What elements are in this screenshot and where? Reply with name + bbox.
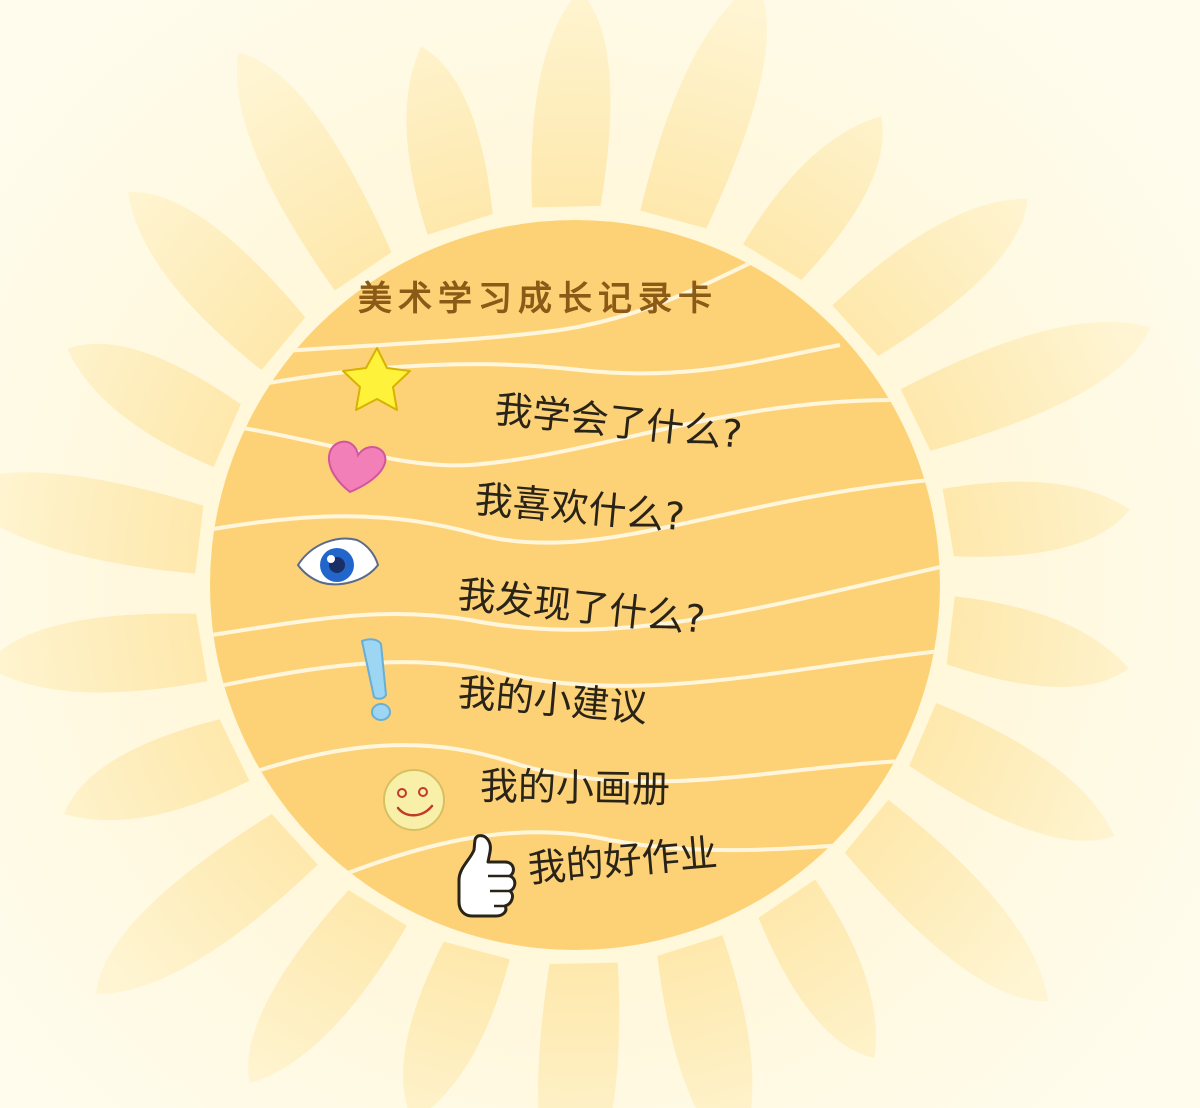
heart-icon — [327, 440, 387, 494]
wave-line — [329, 830, 921, 882]
exclamation-icon — [360, 638, 391, 721]
sun-ray — [640, 0, 767, 229]
sun-ray — [946, 596, 1129, 688]
sun-ray — [832, 198, 1028, 356]
sun-ray — [67, 343, 241, 468]
wave-line — [210, 648, 940, 692]
sun-ray — [95, 814, 318, 995]
wave-lines — [210, 238, 940, 882]
thumbs-up-icon — [457, 834, 517, 918]
sun-ray — [909, 702, 1115, 841]
sun-ray — [942, 481, 1130, 557]
wave-line — [210, 563, 940, 642]
sun-ray — [657, 935, 753, 1108]
sun-ray — [538, 962, 620, 1108]
sun-ray — [531, 0, 611, 208]
sun-ray — [900, 321, 1150, 451]
wave-line — [229, 743, 940, 784]
sun-ray — [403, 941, 510, 1108]
sun-ray — [128, 192, 306, 371]
sun-ray — [0, 613, 208, 693]
sun-ray — [758, 879, 876, 1059]
card-title: 美术学习成长记录卡 — [358, 279, 718, 319]
wave-line — [210, 343, 841, 402]
star-icon — [342, 347, 411, 411]
wave-line — [210, 398, 896, 468]
sun-rays — [0, 0, 1150, 1108]
wave-line — [210, 238, 801, 362]
sun-ray — [743, 116, 883, 280]
sun-ray — [406, 46, 493, 235]
eye-icon — [296, 537, 380, 586]
smiley-face-icon — [383, 769, 445, 831]
sun-ray — [63, 719, 250, 821]
sun-ray — [236, 52, 392, 291]
item-my-sketchbook: 我的小画册 — [479, 764, 671, 812]
sun-ray — [844, 799, 1049, 1002]
sun-ray — [248, 890, 407, 1084]
wave-line — [210, 478, 931, 545]
sun-ray — [0, 472, 204, 574]
